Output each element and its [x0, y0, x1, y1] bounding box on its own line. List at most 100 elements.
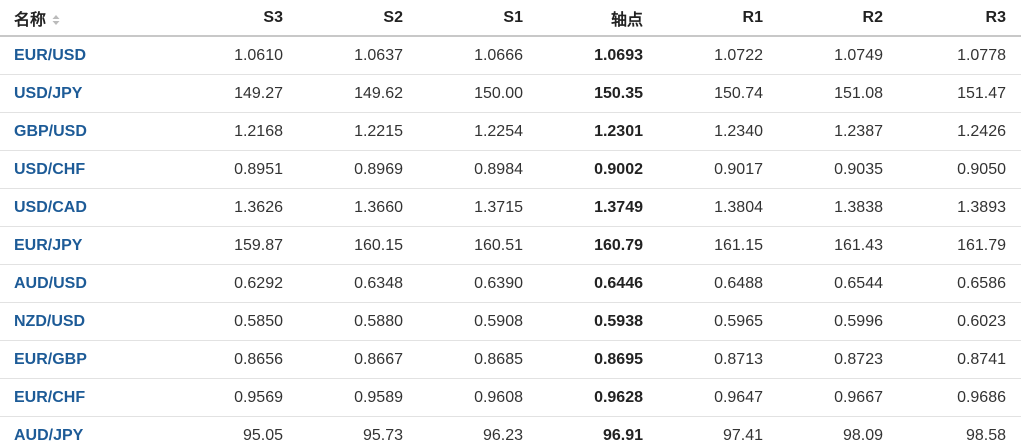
- header-cell: 轴点: [538, 0, 658, 37]
- level-value: 1.0778: [898, 36, 1021, 75]
- level-value: 1.3893: [898, 188, 1021, 227]
- level-value: 0.9608: [418, 378, 538, 417]
- level-value: 1.3804: [658, 188, 778, 227]
- level-value: 96.23: [418, 416, 538, 448]
- level-value: 0.6488: [658, 264, 778, 303]
- table-header: 名称 S3 S2 S1 轴点 R1 R2 R3: [0, 0, 1021, 37]
- level-value: 1.0610: [178, 36, 298, 75]
- level-value: 161.43: [778, 226, 898, 265]
- pair-name[interactable]: NZD/USD: [0, 302, 178, 341]
- header-cell: S3: [178, 0, 298, 37]
- level-value: 149.27: [178, 74, 298, 113]
- level-value: 1.2301: [538, 112, 658, 151]
- level-value: 0.5938: [538, 302, 658, 341]
- table-row: GBP/USD 1.2168 1.2215 1.2254 1.2301 1.2340 1.2…: [0, 112, 1021, 151]
- level-value: 0.9569: [178, 378, 298, 417]
- level-value: 161.15: [658, 226, 778, 265]
- table-row: EUR/CHF 0.9569 0.9589 0.9608 0.9628 0.9647 0.9…: [0, 378, 1021, 417]
- header-label: 名称: [14, 11, 47, 29]
- level-value: 96.91: [538, 416, 658, 448]
- level-value: 1.0749: [778, 36, 898, 75]
- level-value: 0.8741: [898, 340, 1021, 379]
- level-value: 0.9017: [658, 150, 778, 189]
- header-label: S2: [383, 8, 403, 26]
- level-value: 0.9035: [778, 150, 898, 189]
- level-value: 0.8951: [178, 150, 298, 189]
- level-value: 0.5880: [298, 302, 418, 341]
- pair-name[interactable]: AUD/USD: [0, 264, 178, 303]
- level-value: 1.2254: [418, 112, 538, 151]
- pair-name[interactable]: EUR/GBP: [0, 340, 178, 379]
- level-value: 0.9050: [898, 150, 1021, 189]
- pair-name[interactable]: AUD/JPY: [0, 416, 178, 448]
- level-value: 0.9667: [778, 378, 898, 417]
- level-value: 0.6544: [778, 264, 898, 303]
- level-value: 160.79: [538, 226, 658, 265]
- level-value: 1.3838: [778, 188, 898, 227]
- level-value: 1.0693: [538, 36, 658, 75]
- table-body: EUR/USD 1.0610 1.0637 1.0666 1.0693 1.0722 1.0…: [0, 36, 1021, 448]
- level-value: 1.2387: [778, 112, 898, 151]
- header-cell: R1: [658, 0, 778, 37]
- level-value: 0.9628: [538, 378, 658, 417]
- level-value: 0.6390: [418, 264, 538, 303]
- table-row: USD/JPY 149.27 149.62 150.00 150.35 150.74 151…: [0, 74, 1021, 113]
- table-row: AUD/USD 0.6292 0.6348 0.6390 0.6446 0.6488 0.6…: [0, 264, 1021, 303]
- pair-name[interactable]: EUR/JPY: [0, 226, 178, 265]
- header-cell[interactable]: 名称: [0, 0, 178, 37]
- table-row: NZD/USD 0.5850 0.5880 0.5908 0.5938 0.5965 0.5…: [0, 302, 1021, 341]
- level-value: 1.0637: [298, 36, 418, 75]
- level-value: 161.79: [898, 226, 1021, 265]
- pair-name[interactable]: GBP/USD: [0, 112, 178, 151]
- table-row: EUR/USD 1.0610 1.0637 1.0666 1.0693 1.0722 1.0…: [0, 36, 1021, 75]
- level-value: 0.8969: [298, 150, 418, 189]
- level-value: 0.8656: [178, 340, 298, 379]
- level-value: 1.3626: [178, 188, 298, 227]
- pair-name[interactable]: USD/CAD: [0, 188, 178, 227]
- header-cell: S1: [418, 0, 538, 37]
- level-value: 1.2426: [898, 112, 1021, 151]
- level-value: 0.9589: [298, 378, 418, 417]
- pair-name[interactable]: EUR/CHF: [0, 378, 178, 417]
- level-value: 150.74: [658, 74, 778, 113]
- level-value: 0.8685: [418, 340, 538, 379]
- level-value: 97.41: [658, 416, 778, 448]
- pair-name[interactable]: USD/JPY: [0, 74, 178, 113]
- level-value: 0.6348: [298, 264, 418, 303]
- level-value: 0.8713: [658, 340, 778, 379]
- sort-icon[interactable]: [52, 14, 60, 26]
- level-value: 0.6446: [538, 264, 658, 303]
- header-label: R3: [985, 8, 1006, 26]
- table-row: AUD/JPY 95.05 95.73 96.23 96.91 97.41 98.09 98.…: [0, 416, 1021, 448]
- level-value: 1.2168: [178, 112, 298, 151]
- level-value: 1.2340: [658, 112, 778, 151]
- header-cell: S2: [298, 0, 418, 37]
- pair-name[interactable]: EUR/USD: [0, 36, 178, 75]
- level-value: 159.87: [178, 226, 298, 265]
- level-value: 1.3660: [298, 188, 418, 227]
- header-cell: R2: [778, 0, 898, 37]
- level-value: 0.5996: [778, 302, 898, 341]
- level-value: 95.73: [298, 416, 418, 448]
- level-value: 0.5965: [658, 302, 778, 341]
- header-label: S3: [263, 8, 283, 26]
- level-value: 1.3749: [538, 188, 658, 227]
- level-value: 160.15: [298, 226, 418, 265]
- level-value: 0.5908: [418, 302, 538, 341]
- level-value: 0.8695: [538, 340, 658, 379]
- level-value: 150.35: [538, 74, 658, 113]
- pair-name[interactable]: USD/CHF: [0, 150, 178, 189]
- level-value: 0.9686: [898, 378, 1021, 417]
- table-row: EUR/JPY 159.87 160.15 160.51 160.79 161.15 161…: [0, 226, 1021, 265]
- level-value: 0.9647: [658, 378, 778, 417]
- level-value: 1.0722: [658, 36, 778, 75]
- level-value: 98.09: [778, 416, 898, 448]
- level-value: 98.58: [898, 416, 1021, 448]
- header-row: 名称 S3 S2 S1 轴点 R1 R2 R3: [0, 0, 1021, 37]
- table-row: EUR/GBP 0.8656 0.8667 0.8685 0.8695 0.8713 0.8…: [0, 340, 1021, 379]
- level-value: 0.9002: [538, 150, 658, 189]
- table-row: USD/CHF 0.8951 0.8969 0.8984 0.9002 0.9017 0.9…: [0, 150, 1021, 189]
- level-value: 1.2215: [298, 112, 418, 151]
